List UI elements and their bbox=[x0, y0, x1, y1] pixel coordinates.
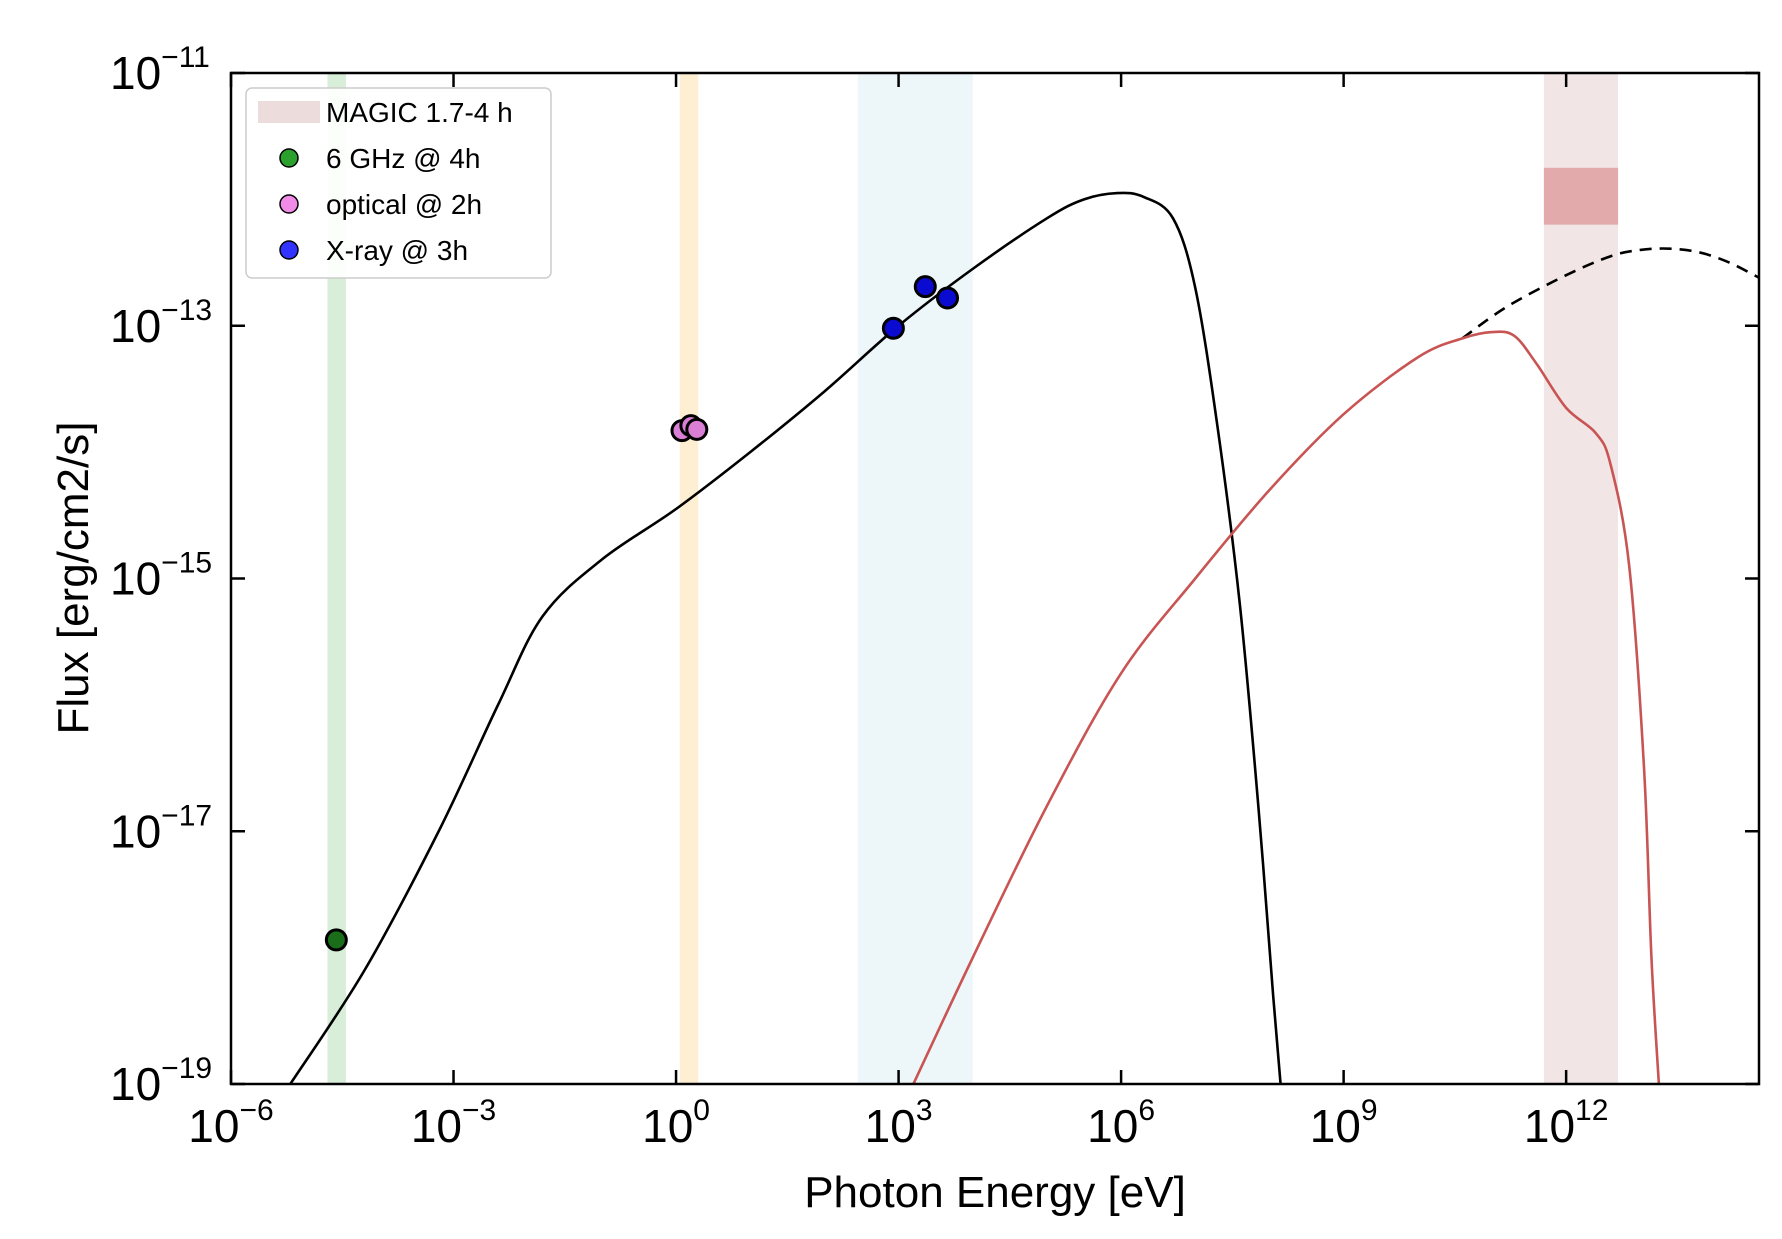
magic-band bbox=[1543, 73, 1619, 1084]
legend-marker-radio bbox=[279, 148, 299, 168]
synchrotron-model bbox=[289, 191, 1282, 1084]
radio-band bbox=[327, 73, 346, 1084]
magic-flux-box bbox=[1543, 167, 1619, 225]
legend-marker-optical bbox=[279, 194, 299, 214]
x-tick-label-3: 103 bbox=[865, 1094, 933, 1152]
ic-model-intrinsic bbox=[1461, 247, 1759, 340]
legend-magic-swatch bbox=[258, 101, 320, 123]
x-tick-label-1: 10−3 bbox=[411, 1094, 496, 1152]
y-tick-label-4: 10−11 bbox=[110, 41, 210, 99]
y-axis-title: Flux [erg/cm2/s] bbox=[49, 422, 98, 735]
legend-label-xray: X-ray @ 3h bbox=[326, 235, 468, 266]
x-tick-label-6: 1012 bbox=[1524, 1094, 1609, 1152]
legend-label-optical: optical @ 2h bbox=[326, 189, 482, 220]
data-point-2-1 bbox=[913, 275, 937, 299]
y-tick-label-2: 10−15 bbox=[110, 547, 212, 605]
y-tick-label-1: 10−17 bbox=[110, 799, 212, 857]
legend-label-radio: 6 GHz @ 4h bbox=[326, 143, 480, 174]
data-point-2-2 bbox=[936, 286, 960, 310]
y-tick-label-0: 10−19 bbox=[110, 1052, 212, 1110]
optical-band bbox=[679, 73, 699, 1084]
x-axis-title: Photon Energy [eV] bbox=[804, 1168, 1186, 1217]
y-tick-label-3: 10−13 bbox=[110, 294, 212, 352]
legend-marker-xray bbox=[279, 240, 299, 260]
data-point-0-0 bbox=[324, 928, 348, 952]
shaded-bands bbox=[327, 73, 1619, 1084]
x-tick-label-5: 109 bbox=[1310, 1094, 1378, 1152]
ic-model-absorbed bbox=[912, 330, 1661, 1084]
data-point-1-2 bbox=[685, 417, 709, 441]
legend: MAGIC 1.7-4 h 6 GHz @ 4h optical @ 2h X-… bbox=[245, 87, 552, 279]
legend-frame bbox=[245, 87, 552, 279]
x-tick-label-0: 10−6 bbox=[188, 1094, 273, 1152]
model-curves bbox=[289, 191, 1759, 1084]
data-point-2-0 bbox=[881, 316, 905, 340]
x-tick-label-4: 106 bbox=[1087, 1094, 1155, 1152]
x-tick-label-2: 100 bbox=[642, 1094, 710, 1152]
xray-band bbox=[857, 73, 973, 1084]
data-points bbox=[324, 275, 960, 952]
axis-ticks: 10−6 10−3 100 103 106 109 1012 10−19 10−17 10−15 1… bbox=[110, 41, 1759, 1152]
legend-label-magic: MAGIC 1.7-4 h bbox=[326, 97, 513, 128]
